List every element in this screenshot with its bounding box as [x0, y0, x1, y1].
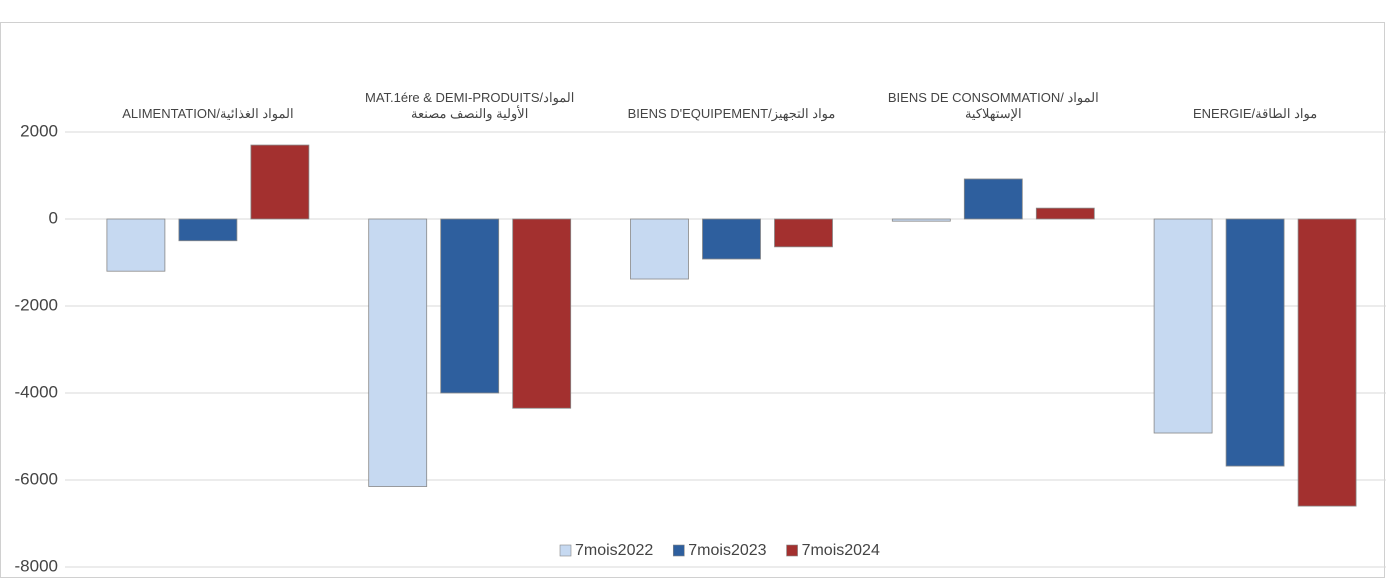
bar [250, 144, 310, 220]
category-label: MAT.1ére & DEMI-PRODUITS/المواد الأولية … [364, 90, 575, 121]
chart-frame [0, 22, 1385, 578]
category-label: ALIMENTATION/المواد الغذائية [122, 106, 294, 121]
category-label: BIENS DE CONSOMMATION/ المواد الإستهلاكي… [887, 90, 1099, 121]
bar [368, 218, 428, 487]
legend-label: 7mois2022 [575, 542, 653, 559]
bar [963, 178, 1023, 220]
bar [1035, 207, 1095, 220]
bar [774, 218, 833, 248]
y-tick-label: -8000 [15, 556, 58, 575]
y-tick-label: -4000 [15, 382, 58, 401]
bar [1225, 218, 1285, 467]
bar [702, 218, 761, 260]
bar [178, 218, 238, 242]
bar [1153, 218, 1213, 434]
bar [106, 218, 166, 272]
y-tick-label: -6000 [15, 469, 58, 488]
legend-label: 7mois2023 [688, 542, 766, 559]
legend-swatch [672, 544, 685, 557]
category-label: ENERGIE/مواد الطاقة [1192, 106, 1318, 121]
legend-label: 7mois2024 [802, 542, 880, 559]
y-tick-label: -2000 [15, 295, 58, 314]
y-tick-label: 0 [49, 208, 58, 227]
category-label: BIENS D'EQUIPEMENT/مواد التجهيز [627, 106, 836, 121]
legend-swatch [786, 544, 798, 557]
bar [512, 218, 572, 409]
bar [440, 218, 500, 394]
legend-swatch [559, 544, 572, 557]
y-tick-label: 2000 [20, 121, 58, 140]
bar [630, 218, 689, 280]
bar [1297, 218, 1357, 507]
bar [891, 218, 951, 222]
